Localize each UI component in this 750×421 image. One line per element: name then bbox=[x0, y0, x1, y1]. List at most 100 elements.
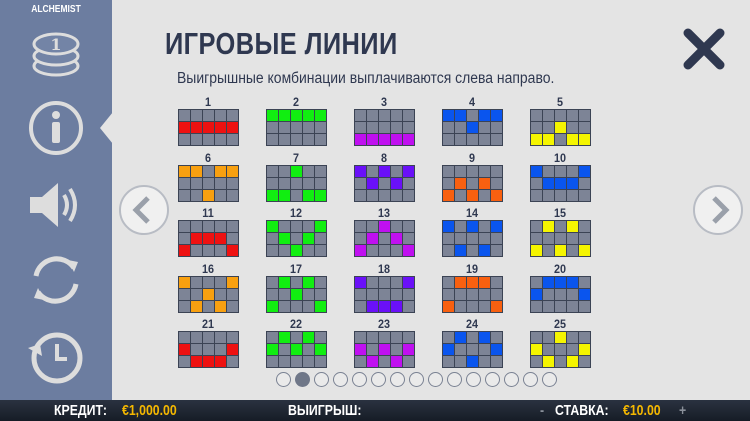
payline-cell bbox=[302, 233, 314, 244]
decrease-bet-button[interactable]: - bbox=[540, 402, 545, 419]
payline-cell bbox=[354, 356, 366, 367]
payline-cell bbox=[554, 190, 566, 201]
payline-pattern bbox=[529, 331, 591, 368]
payline-cell bbox=[402, 301, 414, 312]
payline-cell bbox=[354, 277, 366, 288]
payline-cell bbox=[302, 221, 314, 232]
payline-10: 10 bbox=[529, 152, 591, 202]
payline-pattern bbox=[265, 331, 327, 368]
payline-22: 22 bbox=[265, 318, 327, 368]
page-dot-13[interactable] bbox=[504, 372, 519, 387]
payline-number: 15 bbox=[553, 206, 567, 220]
payline-cell bbox=[554, 332, 566, 343]
next-page-button[interactable] bbox=[692, 184, 744, 236]
increase-bet-button[interactable]: + bbox=[679, 402, 687, 419]
payline-8: 8 bbox=[353, 152, 415, 202]
payline-cell bbox=[466, 122, 478, 133]
payline-cell bbox=[366, 178, 378, 189]
page-dot-9[interactable] bbox=[428, 372, 443, 387]
payline-cell bbox=[490, 277, 502, 288]
payline-cell bbox=[554, 166, 566, 177]
payline-cell bbox=[178, 122, 190, 133]
payline-cell bbox=[302, 110, 314, 121]
page-dot-11[interactable] bbox=[466, 372, 481, 387]
payline-pattern bbox=[265, 276, 327, 313]
payline-cell bbox=[366, 356, 378, 367]
payline-number: 25 bbox=[553, 317, 567, 331]
payline-cell bbox=[402, 190, 414, 201]
payline-cell bbox=[466, 301, 478, 312]
payline-cell bbox=[278, 277, 290, 288]
payline-cell bbox=[566, 190, 578, 201]
payline-cell bbox=[402, 245, 414, 256]
payline-cell bbox=[442, 122, 454, 133]
page-dot-6[interactable] bbox=[371, 372, 386, 387]
page-dot-7[interactable] bbox=[390, 372, 405, 387]
payline-1: 1 bbox=[177, 96, 239, 146]
payline-cell bbox=[214, 245, 226, 256]
payline-cell bbox=[366, 344, 378, 355]
svg-text:1: 1 bbox=[50, 35, 61, 54]
payline-cell bbox=[390, 110, 402, 121]
payline-cell bbox=[190, 344, 202, 355]
payline-cell bbox=[266, 166, 278, 177]
payline-pattern bbox=[441, 165, 503, 202]
payline-cell bbox=[454, 356, 466, 367]
page-dot-8[interactable] bbox=[409, 372, 424, 387]
page-dot-4[interactable] bbox=[333, 372, 348, 387]
page-dot-10[interactable] bbox=[447, 372, 462, 387]
payline-cell bbox=[542, 134, 554, 145]
payline-cell bbox=[530, 344, 542, 355]
payline-cell bbox=[290, 301, 302, 312]
payline-cell bbox=[490, 166, 502, 177]
payline-cell bbox=[302, 122, 314, 133]
payline-cell bbox=[226, 233, 238, 244]
payline-cell bbox=[178, 245, 190, 256]
history-icon[interactable] bbox=[26, 328, 86, 388]
previous-page-button[interactable] bbox=[118, 184, 170, 236]
page-dot-1[interactable] bbox=[276, 372, 291, 387]
payline-cell bbox=[490, 134, 502, 145]
payline-cell bbox=[278, 166, 290, 177]
page-dot-3[interactable] bbox=[314, 372, 329, 387]
payline-cell bbox=[542, 344, 554, 355]
payline-cell bbox=[314, 221, 326, 232]
payline-cell bbox=[302, 289, 314, 300]
payline-cell bbox=[266, 233, 278, 244]
payline-cell bbox=[278, 356, 290, 367]
payline-cell bbox=[290, 221, 302, 232]
payline-cell bbox=[542, 332, 554, 343]
payline-cell bbox=[278, 332, 290, 343]
page-dot-14[interactable] bbox=[523, 372, 538, 387]
payline-cell bbox=[402, 110, 414, 121]
payline-cell bbox=[302, 178, 314, 189]
page-dot-2[interactable] bbox=[295, 372, 310, 387]
payline-cell bbox=[554, 134, 566, 145]
payline-cell bbox=[302, 245, 314, 256]
payline-cell bbox=[490, 245, 502, 256]
autoplay-icon[interactable] bbox=[26, 250, 86, 310]
payline-cell bbox=[490, 122, 502, 133]
payline-cell bbox=[178, 332, 190, 343]
coins-icon[interactable]: 1 bbox=[26, 22, 86, 82]
payline-cell bbox=[578, 245, 590, 256]
info-icon[interactable] bbox=[26, 98, 86, 158]
active-indicator bbox=[100, 112, 113, 144]
payline-cell bbox=[554, 178, 566, 189]
payline-cell bbox=[202, 134, 214, 145]
payline-cell bbox=[366, 110, 378, 121]
payline-cell bbox=[530, 178, 542, 189]
payline-cell bbox=[226, 178, 238, 189]
close-icon[interactable] bbox=[682, 27, 726, 71]
payline-cell bbox=[366, 166, 378, 177]
page-dot-15[interactable] bbox=[542, 372, 557, 387]
page-dot-12[interactable] bbox=[485, 372, 500, 387]
payline-cell bbox=[178, 301, 190, 312]
payline-cell bbox=[466, 233, 478, 244]
sound-icon[interactable] bbox=[26, 175, 86, 235]
payline-cell bbox=[530, 245, 542, 256]
payline-cell bbox=[390, 356, 402, 367]
page-dot-5[interactable] bbox=[352, 372, 367, 387]
payline-cell bbox=[214, 332, 226, 343]
payline-number: 16 bbox=[201, 262, 215, 276]
